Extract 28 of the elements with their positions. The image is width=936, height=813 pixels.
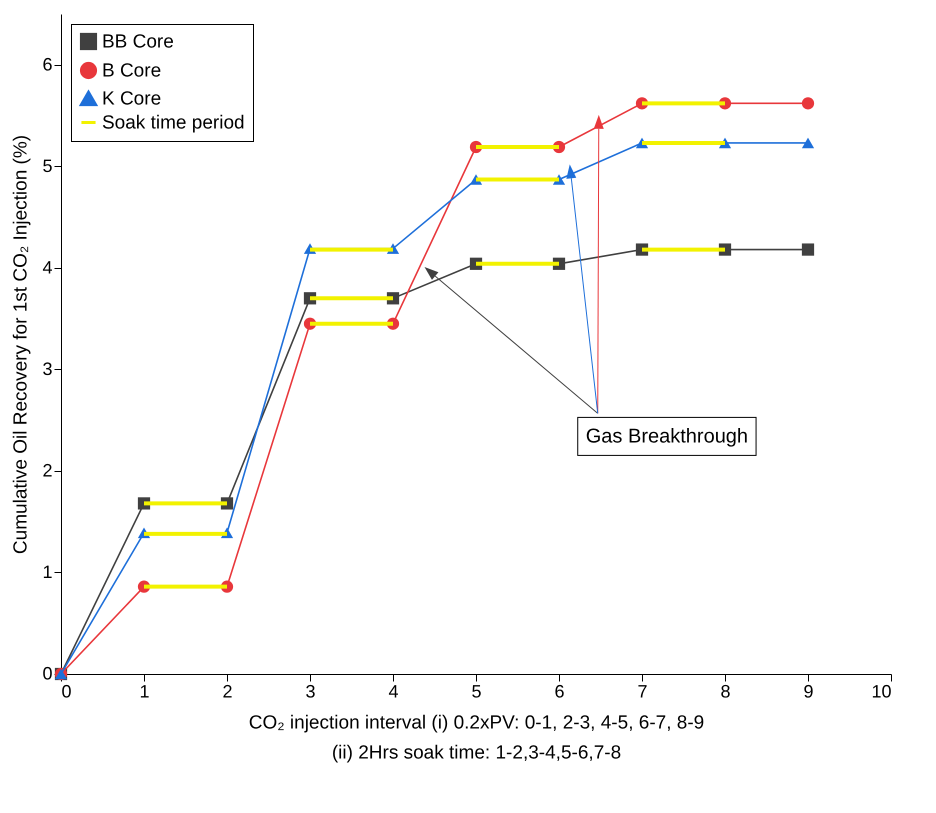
point [802, 138, 814, 148]
point [802, 243, 814, 256]
x-tick-label: 10 [871, 682, 892, 702]
y-tick-label: 6 [42, 54, 52, 74]
x-tick-label: 7 [637, 682, 648, 702]
legend-label: BB Core [102, 32, 174, 52]
x-tick-label: 6 [554, 682, 565, 702]
y-tick-label: 1 [42, 562, 52, 582]
y-tick-label: 0 [42, 664, 52, 684]
y-tick-label: 2 [42, 460, 52, 480]
x-tick-label: 9 [803, 682, 814, 702]
x-tick-label: 8 [720, 682, 731, 702]
legend-label: B Core [102, 60, 162, 82]
y-tick-label: 5 [42, 156, 52, 176]
x-tick-label: 5 [471, 682, 482, 702]
x-tick-label: 2 [222, 682, 233, 702]
x-axis-title: CO₂ injection interval (i) 0.2xPV: 0-1, 2-3, 4-5, 6-7, 8-9 (ii) 2Hrs soak time: 1-2,3-4,5-6,7-8 [248, 712, 704, 764]
y-tick-label: 3 [42, 358, 52, 379]
legend-label: K Core [102, 88, 162, 110]
point [802, 97, 814, 110]
x-tick-label: 4 [388, 682, 399, 702]
x-tick-label: 1 [139, 682, 150, 702]
legend-label: Soak time period [102, 112, 245, 134]
y-tick-label: 4 [42, 257, 52, 278]
annotation: Gas Breakthrough [586, 425, 748, 448]
x-tick-label: 0 [62, 682, 72, 702]
y-axis-title: Cumulative Oil Recovery for 1st CO₂ Injection (%) [10, 134, 32, 554]
x-tick-label: 3 [305, 682, 316, 702]
